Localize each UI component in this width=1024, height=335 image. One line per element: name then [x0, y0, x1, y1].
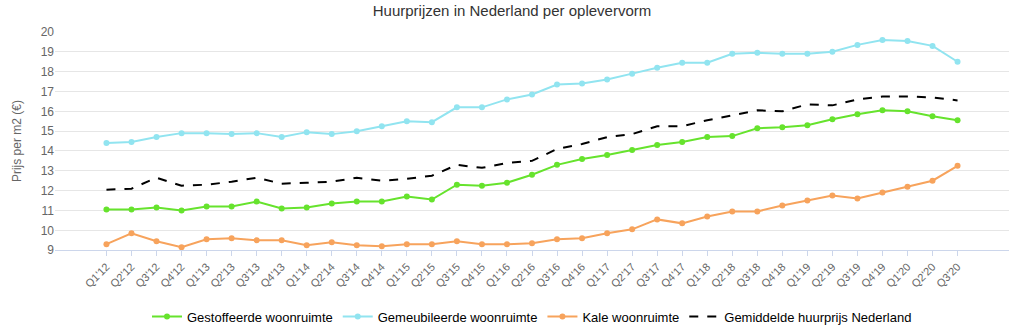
svg-text:12: 12: [41, 184, 55, 198]
svg-text:11: 11: [42, 204, 55, 218]
svg-text:16: 16: [41, 105, 55, 119]
svg-text:Q1'13: Q1'13: [183, 261, 212, 290]
svg-text:Prijs per m2 (€): Prijs per m2 (€): [10, 100, 24, 182]
svg-text:Q2'20: Q2'20: [909, 261, 938, 290]
svg-text:13: 13: [41, 164, 55, 178]
svg-text:Gestoffeerde woonruimte: Gestoffeerde woonruimte: [187, 310, 333, 325]
svg-text:Q2'12: Q2'12: [108, 261, 137, 290]
svg-text:Huurprijzen in Nederland per o: Huurprijzen in Nederland per oplevervorm: [373, 2, 651, 19]
svg-text:Q1'15: Q1'15: [383, 261, 412, 290]
svg-text:Q1'17: Q1'17: [583, 261, 612, 290]
svg-text:Q3'17: Q3'17: [633, 261, 662, 290]
svg-text:Q2'17: Q2'17: [608, 261, 637, 290]
svg-text:Q3'16: Q3'16: [533, 261, 562, 290]
svg-text:Q4'19: Q4'19: [859, 261, 888, 290]
svg-text:Q4'14: Q4'14: [358, 261, 387, 290]
svg-text:Q2'16: Q2'16: [508, 261, 537, 290]
svg-text:Q4'17: Q4'17: [658, 261, 687, 290]
svg-text:17: 17: [41, 85, 55, 99]
svg-text:Q4'13: Q4'13: [258, 261, 287, 290]
svg-text:Gemiddelde huurprijs Nederland: Gemiddelde huurprijs Nederland: [724, 310, 911, 325]
svg-text:Q3'13: Q3'13: [233, 261, 262, 290]
svg-text:14: 14: [41, 144, 55, 158]
svg-text:15: 15: [41, 124, 55, 138]
svg-text:Q3'19: Q3'19: [834, 261, 863, 290]
svg-text:Q4'18: Q4'18: [759, 261, 788, 290]
svg-text:Q3'20: Q3'20: [934, 261, 963, 290]
svg-text:Q2'19: Q2'19: [809, 261, 838, 290]
svg-text:9: 9: [47, 243, 54, 257]
svg-text:Q4'12: Q4'12: [158, 261, 187, 290]
svg-text:Q2'15: Q2'15: [408, 261, 437, 290]
svg-text:Q1'16: Q1'16: [483, 261, 512, 290]
svg-text:Q3'12: Q3'12: [133, 261, 162, 290]
svg-text:10: 10: [41, 224, 55, 238]
svg-text:Q2'13: Q2'13: [208, 261, 237, 290]
svg-text:Gemeubileerde woonruimte: Gemeubileerde woonruimte: [378, 310, 538, 325]
svg-text:Q1'19: Q1'19: [784, 261, 813, 290]
svg-text:18: 18: [41, 65, 55, 79]
svg-text:Q1'20: Q1'20: [884, 261, 913, 290]
svg-text:Q3'15: Q3'15: [433, 261, 462, 290]
svg-text:Q1'18: Q1'18: [684, 261, 713, 290]
svg-text:Q3'14: Q3'14: [333, 261, 362, 290]
svg-text:Q3'18: Q3'18: [734, 261, 763, 290]
svg-text:Kale woonruimte: Kale woonruimte: [582, 310, 679, 325]
svg-text:Q4'15: Q4'15: [458, 261, 487, 290]
svg-text:Q2'14: Q2'14: [308, 261, 337, 290]
svg-text:Q4'16: Q4'16: [558, 261, 587, 290]
svg-text:Q1'14: Q1'14: [283, 261, 312, 290]
svg-text:20: 20: [41, 25, 55, 39]
svg-text:19: 19: [41, 45, 55, 59]
svg-text:Q1'12: Q1'12: [83, 261, 112, 290]
svg-text:Q2'18: Q2'18: [709, 261, 738, 290]
